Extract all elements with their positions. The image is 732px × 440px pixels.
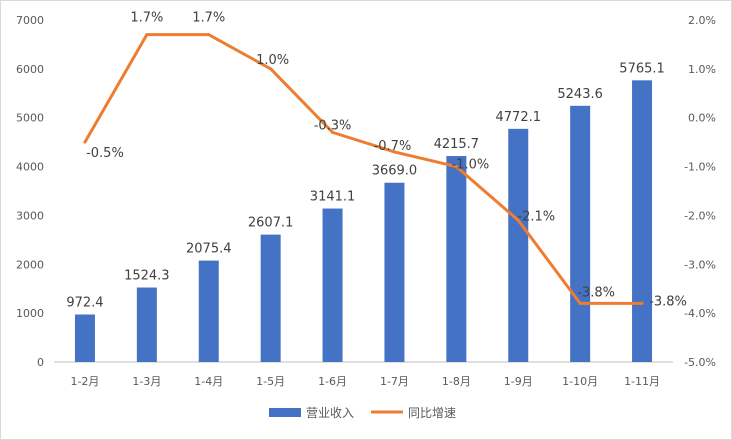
- line-point: [269, 67, 273, 71]
- bar: [198, 260, 219, 362]
- bar: [74, 314, 95, 362]
- bar: [446, 156, 467, 362]
- y-left-tick-label: 0: [37, 356, 44, 369]
- axes-layer: 01000200030004000500060007000-5.0%-4.0%-…: [16, 14, 716, 388]
- x-tick-label: 1-5月: [256, 375, 285, 388]
- line-point: [145, 33, 149, 37]
- bar: [570, 105, 591, 362]
- data-labels: 972.4 1524.3 2075.4 2607.1 3141.1 3669.0 4215.…: [66, 11, 687, 311]
- y-left-tick-label: 2000: [16, 258, 44, 271]
- bar-data-label: 1524.3: [124, 269, 170, 284]
- line-data-label: -0.7%: [374, 139, 412, 154]
- line-point: [454, 165, 458, 169]
- x-tick-label: 1-10月: [562, 375, 598, 388]
- legend-swatch-bar: [269, 408, 301, 417]
- bar: [632, 80, 653, 363]
- line-series: [83, 33, 644, 305]
- y-right-tick-label: 2.0%: [688, 14, 716, 27]
- line-data-label: 1.0%: [256, 53, 289, 68]
- x-tick-label: 1-4月: [194, 375, 223, 388]
- x-tick-label: 1-6月: [318, 375, 347, 388]
- line-data-label: 1.7%: [192, 11, 225, 26]
- line-data-label: -3.8%: [649, 294, 687, 309]
- line-data-label: -0.5%: [86, 146, 124, 161]
- legend-label-bar: 营业收入: [306, 406, 354, 420]
- x-tick-label: 1-2月: [70, 375, 99, 388]
- y-left-tick-label: 1000: [16, 307, 44, 320]
- bar-data-label: 2075.4: [186, 242, 232, 257]
- line-point: [331, 130, 335, 134]
- bar-series: [74, 80, 653, 363]
- line-point: [516, 218, 520, 222]
- line-data-label: -3.8%: [577, 285, 615, 300]
- y-left-tick-label: 7000: [16, 14, 44, 27]
- x-tick-label: 1-8月: [442, 375, 471, 388]
- bar: [322, 208, 343, 362]
- bar-data-label: 4772.1: [496, 110, 542, 125]
- line-point: [207, 33, 211, 37]
- x-tick-label: 1-11月: [624, 375, 660, 388]
- line-data-label: 1.7%: [130, 11, 163, 26]
- legend-label-line: 同比增速: [408, 406, 456, 420]
- line-point: [83, 140, 87, 144]
- bar: [508, 128, 529, 362]
- y-right-tick-label: 0.0%: [688, 112, 716, 125]
- y-right-tick-label: -2.0%: [684, 209, 716, 222]
- line-point: [640, 301, 644, 305]
- line-data-label: -2.1%: [517, 209, 555, 224]
- y-left-tick-label: 5000: [16, 112, 44, 125]
- y-left-tick-label: 4000: [16, 161, 44, 174]
- bar: [136, 287, 157, 362]
- bar-data-label: 3141.1: [310, 190, 356, 205]
- y-left-tick-label: 6000: [16, 63, 44, 76]
- bar-data-label: 972.4: [66, 295, 103, 310]
- line-data-label: -0.3%: [314, 118, 352, 133]
- line-point: [578, 301, 582, 305]
- bar-data-label: 3669.0: [372, 164, 418, 179]
- y-right-tick-label: -5.0%: [684, 356, 716, 369]
- x-tick-label: 1-3月: [132, 375, 161, 388]
- bar-data-label: 5243.6: [557, 87, 603, 102]
- x-tick-label: 1-7月: [380, 375, 409, 388]
- bar-data-label: 5765.1: [619, 61, 665, 76]
- line-point: [392, 150, 396, 154]
- line-data-label: -1.0%: [451, 158, 489, 173]
- bar: [260, 234, 281, 362]
- y-right-tick-label: -1.0%: [684, 161, 716, 174]
- growth-line: [83, 33, 643, 305]
- bar-data-label: 4215.7: [434, 137, 480, 152]
- y-right-tick-label: 1.0%: [688, 63, 716, 76]
- bar: [384, 182, 405, 362]
- bar-data-label: 2607.1: [248, 216, 294, 231]
- y-right-tick-label: -4.0%: [684, 307, 716, 320]
- y-right-tick-label: -3.0%: [684, 258, 716, 271]
- legend: 营业收入 同比增速: [269, 406, 456, 420]
- y-left-tick-label: 3000: [16, 209, 44, 222]
- x-tick-label: 1-9月: [504, 375, 533, 388]
